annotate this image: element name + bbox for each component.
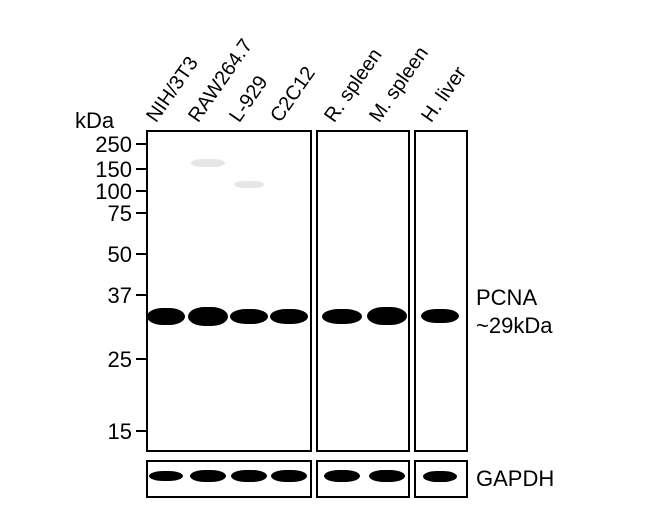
mw-tick-dash xyxy=(136,212,146,214)
pcna-band xyxy=(322,309,362,324)
pcna-band xyxy=(270,309,308,324)
blot-panel xyxy=(316,130,410,452)
mw-tick-label: 50 xyxy=(72,242,132,268)
mw-tick-label: 250 xyxy=(72,132,132,158)
annotation-label: GAPDH xyxy=(476,466,554,492)
mw-tick-dash xyxy=(136,430,146,432)
mw-tick-dash xyxy=(136,143,146,145)
blot-panel xyxy=(414,130,468,452)
blot-container: kDa 2501501007550372515 NIH/3T3RAW264.7L… xyxy=(0,0,650,520)
mw-tick-label: 25 xyxy=(72,347,132,373)
mw-tick-dash xyxy=(136,253,146,255)
kda-axis-label: kDa xyxy=(75,108,114,134)
mw-tick-dash xyxy=(136,294,146,296)
gapdh-band xyxy=(149,471,183,481)
gapdh-band xyxy=(271,470,307,482)
faint-band xyxy=(191,159,225,167)
pcna-band xyxy=(230,309,268,324)
gapdh-band xyxy=(369,470,405,482)
mw-tick-dash xyxy=(136,358,146,360)
mw-tick-label: 75 xyxy=(72,201,132,227)
mw-tick-dash xyxy=(136,190,146,192)
gapdh-band xyxy=(324,470,360,482)
gapdh-band xyxy=(190,470,226,482)
pcna-band xyxy=(147,308,185,325)
mw-tick-dash xyxy=(136,168,146,170)
mw-tick-label: 37 xyxy=(72,283,132,309)
gapdh-band xyxy=(423,471,457,482)
annotation-label: PCNA xyxy=(476,285,537,311)
annotation-label: ~29kDa xyxy=(476,313,552,339)
pcna-band xyxy=(421,309,459,323)
pcna-band xyxy=(188,307,228,326)
blot-panel xyxy=(146,130,312,452)
lane-label: H. liver xyxy=(417,63,472,127)
faint-band xyxy=(234,181,264,188)
gapdh-band xyxy=(231,470,267,482)
lane-label: C2C12 xyxy=(266,63,321,127)
pcna-band xyxy=(367,307,407,325)
mw-tick-label: 15 xyxy=(72,419,132,445)
